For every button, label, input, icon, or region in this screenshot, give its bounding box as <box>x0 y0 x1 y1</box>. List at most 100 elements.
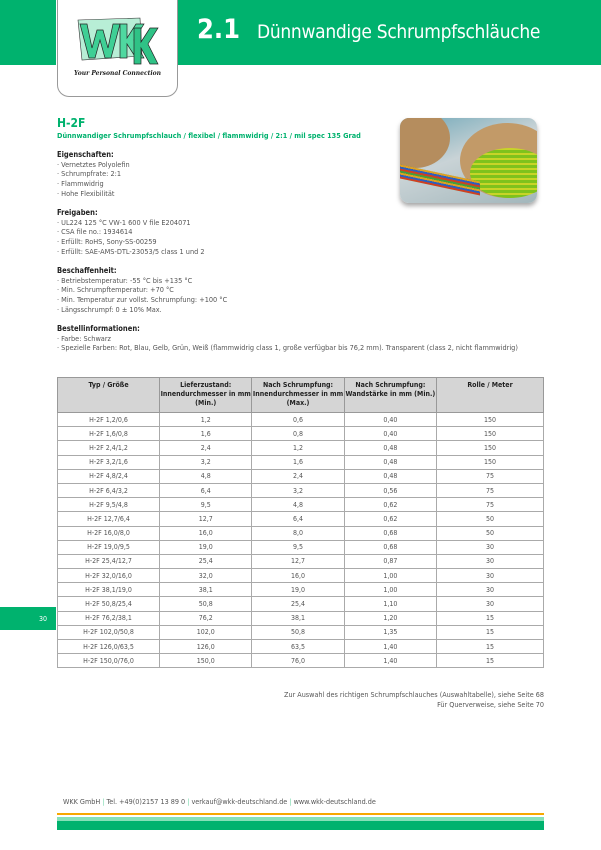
table-cell: 150 <box>436 440 544 456</box>
list-item: · Hohe Flexibilität <box>57 188 115 198</box>
section-eigenschaften: Eigenschaften: · Vernetztes Polyolefin ·… <box>57 150 544 199</box>
section-title: Eigenschaften: <box>57 150 114 159</box>
table-cell: H-2F 1,2/0,6 <box>56 411 161 428</box>
table-cell: H-2F 76,2/38,1 <box>56 610 161 626</box>
table-cell: 75 <box>436 468 544 484</box>
footer-line-orange <box>57 813 544 815</box>
table-row: H-2F 9,5/4,8 9,5 4,8 0,62 75 <box>56 497 544 513</box>
table-cell: 0,48 <box>343 454 438 470</box>
table-cell: 150,0 <box>159 653 253 669</box>
table-cell: 0,62 <box>343 511 438 527</box>
table-cell: 1,2 <box>251 440 345 456</box>
table-cell: H-2F 1,6/0,8 <box>56 426 161 442</box>
table-cell: 30 <box>436 582 544 598</box>
table-cell: H-2F 16,0/8,0 <box>56 525 161 541</box>
table-row: H-2F 12,7/6,4 12,7 6,4 0,62 50 <box>56 511 544 527</box>
table-row: H-2F 19,0/9,5 19,0 9,5 0,68 30 <box>56 539 544 555</box>
table-row: H-2F 2,4/1,2 2,4 1,2 0,48 150 <box>56 440 544 456</box>
table-row: H-2F 76,2/38,1 76,2 38,1 1,20 15 <box>56 610 544 626</box>
table-row: H-2F 25,4/12,7 25,4 12,7 0,87 30 <box>56 553 544 570</box>
table-cell: 6,4 <box>251 511 345 527</box>
table-cell: 0,40 <box>343 426 438 442</box>
list-item: · Erfüllt: SAE-AMS-DTL-23053/5 class 1 u… <box>57 246 205 256</box>
section-freigaben: Freigaben: · UL224 125 °C VW-1 600 V fil… <box>57 208 544 257</box>
table-cell: 3,2 <box>159 454 253 470</box>
table-cell: 76,2 <box>159 610 253 626</box>
table-cell: H-2F 4,8/2,4 <box>56 468 161 484</box>
table-cell: 0,8 <box>251 426 345 442</box>
table-cell: 0,62 <box>343 497 438 513</box>
product-name: H-2F <box>57 116 86 130</box>
column-header: Typ / Größe <box>56 377 161 413</box>
table-cell: 75 <box>436 482 544 499</box>
page-title: Dünnwandige Schrumpfschläuche <box>257 21 541 43</box>
table-cell: 75 <box>436 497 544 513</box>
list-item: · Spezielle Farben: Rot, Blau, Gelb, Grü… <box>57 343 518 353</box>
table-row: H-2F 6,4/3,2 6,4 3,2 0,56 75 <box>56 482 544 499</box>
table-row: H-2F 3,2/1,6 3,2 1,6 0,48 150 <box>56 454 544 470</box>
table-cell: 1,35 <box>343 624 438 641</box>
list-item: · Vernetztes Polyolefin <box>57 159 130 169</box>
section-title: Beschaffenheit: <box>57 266 117 275</box>
column-header: Lieferzustand: Innendurchmesser in mm (M… <box>159 377 253 413</box>
table-cell: 6,4 <box>159 482 253 499</box>
table-cell: H-2F 12,7/6,4 <box>56 511 161 527</box>
list-item: · Betriebstemperatur: -55 °C bis +135 °C <box>57 275 193 285</box>
table-row: H-2F 50,8/25,4 50,8 25,4 1,10 30 <box>56 596 544 612</box>
table-cell: 3,2 <box>251 482 345 499</box>
table-cell: 15 <box>436 610 544 626</box>
size-table: Typ / Größe Lieferzustand: Innendurchmess… <box>56 377 544 669</box>
table-cell: 16,0 <box>251 568 345 584</box>
list-item: · Erfüllt: RoHS, Sony-SS-00259 <box>57 237 157 247</box>
product-subtitle: Dünnwandiger Schrumpfschlauch / flexibel… <box>57 131 361 140</box>
table-cell: 0,40 <box>343 411 438 428</box>
table-cell: H-2F 38,1/19,0 <box>56 582 161 598</box>
table-cell: 4,8 <box>251 497 345 513</box>
table-cell: 50,8 <box>251 624 345 641</box>
table-cell: 25,4 <box>159 553 253 570</box>
table-cell: 76,0 <box>251 653 345 669</box>
table-cell: H-2F 2,4/1,2 <box>56 440 161 456</box>
footer-email[interactable]: verkauf@wkk-deutschland.de <box>191 797 288 806</box>
table-cell: 30 <box>436 539 544 555</box>
header-band-left <box>0 0 56 65</box>
column-header: Nach Schrumpfung: Innendurchmesser in mm… <box>251 377 345 413</box>
table-row: H-2F 126,0/63,5 126,0 63,5 1,40 15 <box>56 638 544 655</box>
table-row: H-2F 4,8/2,4 4,8 2,4 0,48 75 <box>56 468 544 484</box>
table-cell: 2,4 <box>251 468 345 484</box>
table-cell: 0,56 <box>343 482 438 499</box>
table-cell: H-2F 3,2/1,6 <box>56 454 161 470</box>
table-cell: 0,68 <box>343 539 438 555</box>
table-cell: 1,20 <box>343 610 438 626</box>
section-title: Freigaben: <box>57 208 98 217</box>
footer-line-light <box>57 817 544 821</box>
product-photo <box>400 118 537 203</box>
column-header: Rolle / Meter <box>436 377 544 413</box>
section-title: Bestellinformationen: <box>57 324 140 333</box>
table-cell: 30 <box>436 596 544 612</box>
table-cell: 1,2 <box>159 411 253 428</box>
table-cell: 38,1 <box>251 610 345 626</box>
table-cell: 9,5 <box>159 497 253 513</box>
table-cell: 1,40 <box>343 638 438 655</box>
table-cell: H-2F 19,0/9,5 <box>56 539 161 555</box>
table-cell: 1,6 <box>251 454 345 470</box>
wkk-logo-icon <box>77 17 159 65</box>
table-cell: 19,0 <box>159 539 253 555</box>
table-row: H-2F 16,0/8,0 16,0 8,0 0,68 50 <box>56 525 544 541</box>
table-cell: 2,4 <box>159 440 253 456</box>
table-cell: 38,1 <box>159 582 253 598</box>
page-number: 30 <box>0 607 56 630</box>
footer-website[interactable]: www.wkk-deutschland.de <box>293 797 376 806</box>
list-item: · Längsschrumpf: 0 ± 10% Max. <box>57 304 162 314</box>
list-item: · Min. Schrumpftemperatur: +70 °C <box>57 285 174 295</box>
table-cell: H-2F 6,4/3,2 <box>56 482 161 499</box>
table-cell: 1,00 <box>343 582 438 598</box>
table-row: H-2F 150,0/76,0 150,0 76,0 1,40 15 <box>56 653 544 669</box>
notes: Zur Auswahl des richtigen Schrumpfschlau… <box>284 690 544 710</box>
list-item: · UL224 125 °C VW-1 600 V file E204071 <box>57 217 191 227</box>
table-cell: 50 <box>436 511 544 527</box>
table-cell: 150 <box>436 426 544 442</box>
note-cross-reference: Für Querverweise, siehe Seite 70 <box>437 700 544 709</box>
list-item: · Flammwidrig <box>57 179 104 189</box>
